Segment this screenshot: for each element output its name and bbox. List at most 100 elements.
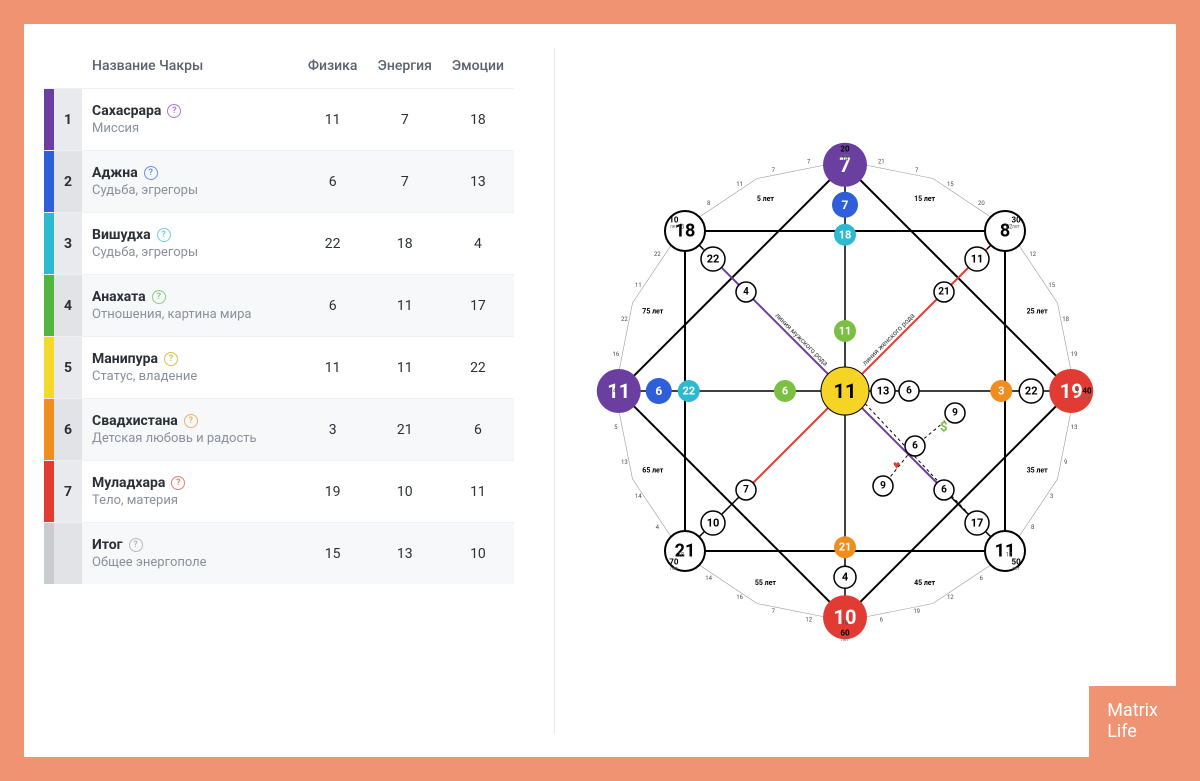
help-icon[interactable]: ? — [129, 538, 143, 552]
help-icon[interactable]: ? — [184, 414, 198, 428]
chakra-color-swatch — [44, 89, 54, 151]
svg-text:6: 6 — [912, 440, 918, 451]
chakra-energy: 11 — [368, 275, 442, 337]
chakra-name-cell: Итог ? Общее энергополе — [82, 523, 298, 585]
svg-text:22: 22 — [707, 252, 720, 265]
table-header-row: Название Чакры Физика Энергия Эмоции — [44, 44, 514, 89]
chakra-row: 6 Свадхистана ? Детская любовь и радость… — [44, 399, 514, 461]
help-icon[interactable]: ? — [157, 228, 171, 242]
chakra-color-swatch — [44, 461, 54, 523]
svg-text:75 лет: 75 лет — [642, 307, 663, 315]
svg-text:14: 14 — [610, 387, 617, 394]
chakra-emo: 11 — [442, 461, 514, 523]
canvas: Название Чакры Физика Энергия Эмоции 1 С… — [24, 24, 1176, 757]
chakra-energy: 7 — [368, 151, 442, 213]
svg-text:15: 15 — [1048, 282, 1055, 289]
svg-text:19: 19 — [1071, 351, 1078, 358]
chakra-emo: 10 — [442, 523, 514, 585]
chakra-name-cell: Аджна ? Судьба, эгрегоры — [82, 151, 298, 213]
svg-text:21: 21 — [839, 540, 852, 553]
svg-text:21: 21 — [938, 286, 949, 297]
svg-text:$: $ — [940, 420, 947, 435]
col-name: Название Чакры — [82, 44, 298, 89]
chakra-name-cell: Анахата ? Отношения, картина мира — [82, 275, 298, 337]
chakra-row: 4 Анахата ? Отношения, картина мира 6 11… — [44, 275, 514, 337]
help-icon[interactable]: ? — [167, 104, 181, 118]
svg-text:3: 3 — [1050, 492, 1053, 499]
chakra-subtitle: Судьба, эгрегоры — [92, 245, 288, 260]
chakra-emo: 6 — [442, 399, 514, 461]
chakra-table: Название Чакры Физика Энергия Эмоции 1 С… — [44, 44, 514, 584]
chakra-name-cell: Манипура ? Статус, владение — [82, 337, 298, 399]
svg-text:18: 18 — [678, 551, 685, 558]
svg-text:7: 7 — [807, 158, 811, 165]
svg-text:4: 4 — [656, 523, 660, 530]
svg-text:4: 4 — [743, 286, 749, 297]
chakra-energy: 13 — [368, 523, 442, 585]
svg-text:17: 17 — [1006, 551, 1013, 558]
svg-text:3: 3 — [998, 384, 1004, 397]
svg-text:16: 16 — [612, 351, 619, 358]
svg-text:11: 11 — [736, 180, 743, 187]
chakra-emo: 13 — [442, 151, 514, 213]
chakra-color-swatch — [44, 523, 54, 585]
svg-text:13: 13 — [621, 459, 628, 466]
chakra-subtitle: Статус, владение — [92, 369, 288, 384]
svg-text:8: 8 — [1031, 523, 1035, 530]
svg-text:линия женского рода: линия женского рода — [861, 311, 917, 367]
svg-text:9: 9 — [1075, 387, 1078, 394]
chakra-phys: 6 — [298, 275, 368, 337]
svg-text:14: 14 — [635, 492, 642, 499]
svg-text:25 лет: 25 лет — [1027, 307, 1048, 315]
chakra-energy: 18 — [368, 213, 442, 275]
help-icon[interactable]: ? — [171, 476, 185, 490]
svg-text:11: 11 — [635, 282, 642, 289]
help-icon[interactable]: ? — [164, 352, 178, 366]
chakra-row: 1 Сахасрара ? Миссия 11 7 18 — [44, 89, 514, 151]
chakra-name: Сахасрара ? — [92, 103, 181, 119]
svg-text:6: 6 — [906, 385, 912, 396]
chakra-index: 1 — [54, 89, 82, 151]
chakra-name: Свадхистана ? — [92, 413, 198, 429]
svg-text:22: 22 — [1025, 384, 1038, 397]
svg-text:18: 18 — [1062, 315, 1069, 322]
svg-text:лет: лет — [1012, 223, 1021, 229]
svg-text:лет: лет — [670, 566, 679, 572]
chakra-row: Итог ? Общее энергополе 15 13 10 — [44, 523, 514, 585]
chakra-subtitle: Миссия — [92, 121, 288, 136]
svg-text:15: 15 — [947, 180, 954, 187]
col-energy: Энергия — [368, 44, 442, 89]
chakra-subtitle: Отношения, картина мира — [92, 307, 288, 322]
svg-text:21: 21 — [878, 158, 885, 165]
svg-text:55 лет: 55 лет — [755, 579, 776, 587]
chakra-name: Анахата ? — [92, 289, 166, 305]
chakra-color-swatch — [44, 399, 54, 461]
help-icon[interactable]: ? — [152, 290, 166, 304]
chakra-subtitle: Общее энергополе — [92, 555, 288, 570]
chakra-phys: 11 — [298, 337, 368, 399]
chakra-index: 7 — [54, 461, 82, 523]
svg-text:15 лет: 15 лет — [914, 194, 935, 202]
svg-text:22: 22 — [682, 384, 695, 397]
chakra-color-swatch — [44, 337, 54, 399]
chakra-energy: 11 — [368, 337, 442, 399]
chakra-name: Вишудха ? — [92, 227, 171, 243]
svg-text:22: 22 — [621, 315, 628, 322]
svg-text:♥: ♥ — [893, 458, 900, 472]
svg-text:35 лет: 35 лет — [1027, 466, 1048, 474]
svg-text:45 лет: 45 лет — [914, 579, 935, 587]
chakra-row: 5 Манипура ? Статус, владение 11 11 22 — [44, 337, 514, 399]
chakra-name: Итог ? — [92, 537, 142, 553]
chakra-phys: 6 — [298, 151, 368, 213]
svg-text:7: 7 — [842, 197, 849, 211]
help-icon[interactable]: ? — [144, 166, 158, 180]
chakra-emo: 18 — [442, 89, 514, 151]
svg-text:7: 7 — [915, 166, 919, 173]
chakra-color-swatch — [44, 151, 54, 213]
chakra-name-cell: Вишудха ? Судьба, эгрегоры — [82, 213, 298, 275]
chakra-name-cell: Свадхистана ? Детская любовь и радость — [82, 399, 298, 461]
svg-text:11: 11 — [839, 324, 852, 337]
chakra-phys: 11 — [298, 89, 368, 151]
chakra-index: 5 — [54, 337, 82, 399]
chakra-phys: 19 — [298, 461, 368, 523]
